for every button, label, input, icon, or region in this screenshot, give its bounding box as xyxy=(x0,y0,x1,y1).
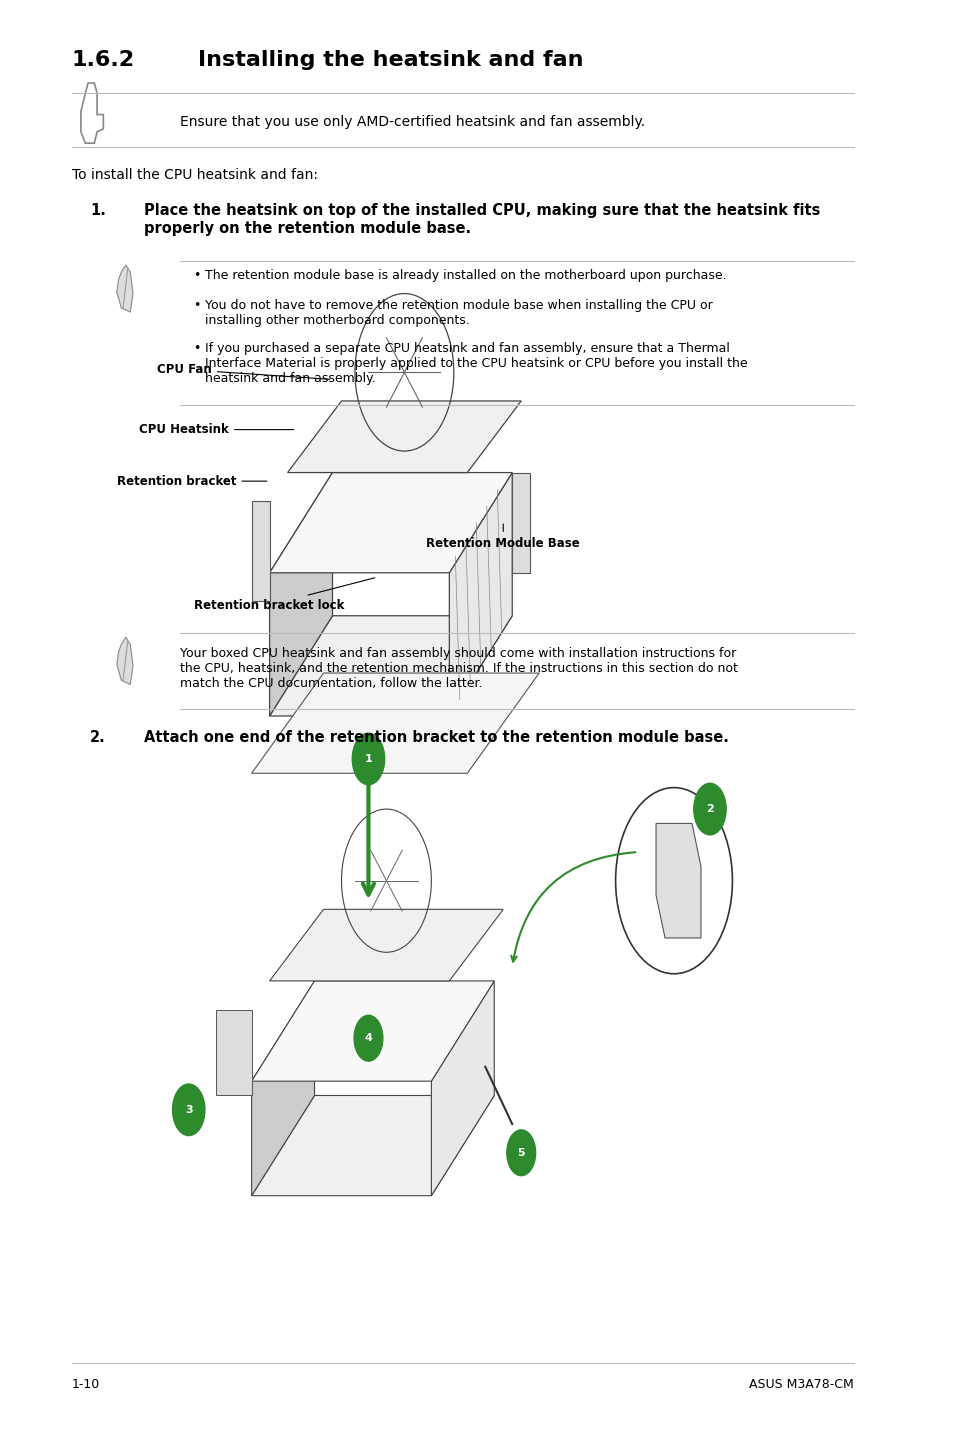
Text: Your boxed CPU heatsink and fan assembly should come with installation instructi: Your boxed CPU heatsink and fan assembly… xyxy=(179,647,737,690)
Text: CPU Fan: CPU Fan xyxy=(157,362,330,379)
Polygon shape xyxy=(252,673,538,773)
Text: You do not have to remove the retention module base when installing the CPU or
i: You do not have to remove the retention … xyxy=(205,299,712,328)
Text: 1.: 1. xyxy=(90,203,106,218)
Polygon shape xyxy=(431,981,494,1196)
Text: CPU Heatsink: CPU Heatsink xyxy=(139,422,294,437)
Text: •: • xyxy=(193,342,200,355)
Text: ASUS M3A78-CM: ASUS M3A78-CM xyxy=(748,1378,853,1390)
Polygon shape xyxy=(252,981,494,1081)
Text: •: • xyxy=(193,269,200,282)
Polygon shape xyxy=(252,981,314,1196)
Polygon shape xyxy=(215,1010,252,1095)
Text: 2.: 2. xyxy=(90,730,106,745)
Text: 1: 1 xyxy=(364,755,372,763)
Polygon shape xyxy=(270,473,512,573)
Circle shape xyxy=(693,783,725,835)
Circle shape xyxy=(352,733,384,785)
Text: 4: 4 xyxy=(364,1034,372,1042)
Circle shape xyxy=(172,1084,205,1136)
Text: Installing the heatsink and fan: Installing the heatsink and fan xyxy=(197,50,582,70)
Text: Place the heatsink on top of the installed CPU, making sure that the heatsink fi: Place the heatsink on top of the install… xyxy=(144,203,820,236)
Polygon shape xyxy=(252,501,270,601)
Polygon shape xyxy=(270,473,333,716)
Text: Ensure that you use only AMD-certified heatsink and fan assembly.: Ensure that you use only AMD-certified h… xyxy=(179,115,644,129)
Text: Retention bracket lock: Retention bracket lock xyxy=(194,577,375,611)
Polygon shape xyxy=(270,616,512,716)
Circle shape xyxy=(354,1015,382,1061)
Text: Attach one end of the retention bracket to the retention module base.: Attach one end of the retention bracket … xyxy=(144,730,728,745)
Polygon shape xyxy=(116,265,132,312)
Text: 3: 3 xyxy=(185,1106,193,1114)
Text: 2: 2 xyxy=(705,805,713,813)
Text: The retention module base is already installed on the motherboard upon purchase.: The retention module base is already ins… xyxy=(205,269,726,282)
Polygon shape xyxy=(270,909,503,981)
Polygon shape xyxy=(252,1095,494,1196)
Polygon shape xyxy=(449,473,512,716)
Text: To install the CPU heatsink and fan:: To install the CPU heatsink and fan: xyxy=(71,168,317,182)
Circle shape xyxy=(506,1130,535,1176)
Polygon shape xyxy=(116,637,132,684)
Text: •: • xyxy=(193,299,200,312)
Text: Retention Module Base: Retention Module Base xyxy=(426,524,579,550)
Polygon shape xyxy=(656,823,700,938)
Text: Retention bracket: Retention bracket xyxy=(116,474,267,488)
Polygon shape xyxy=(512,473,530,573)
Text: 1-10: 1-10 xyxy=(71,1378,100,1390)
Text: If you purchased a separate CPU heatsink and fan assembly, ensure that a Thermal: If you purchased a separate CPU heatsink… xyxy=(205,342,747,385)
Text: 5: 5 xyxy=(517,1148,524,1157)
Polygon shape xyxy=(287,401,520,473)
Text: 1.6.2: 1.6.2 xyxy=(71,50,135,70)
